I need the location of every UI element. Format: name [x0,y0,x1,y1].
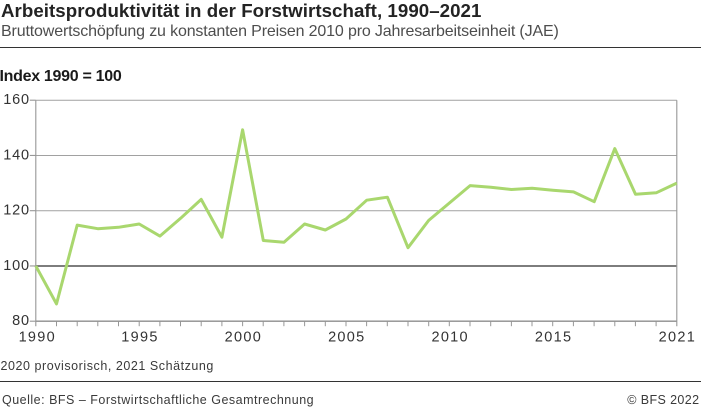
svg-text:140: 140 [3,147,30,163]
svg-text:2010: 2010 [431,330,468,346]
svg-text:100: 100 [3,258,30,274]
svg-text:1990: 1990 [19,330,56,346]
svg-text:2000: 2000 [225,330,262,346]
svg-text:80: 80 [12,313,30,329]
svg-text:2021: 2021 [659,330,696,346]
svg-text:120: 120 [3,203,30,219]
svg-text:160: 160 [3,92,30,108]
svg-text:2015: 2015 [535,330,572,346]
svg-text:1995: 1995 [121,330,158,346]
svg-text:2005: 2005 [328,330,365,346]
